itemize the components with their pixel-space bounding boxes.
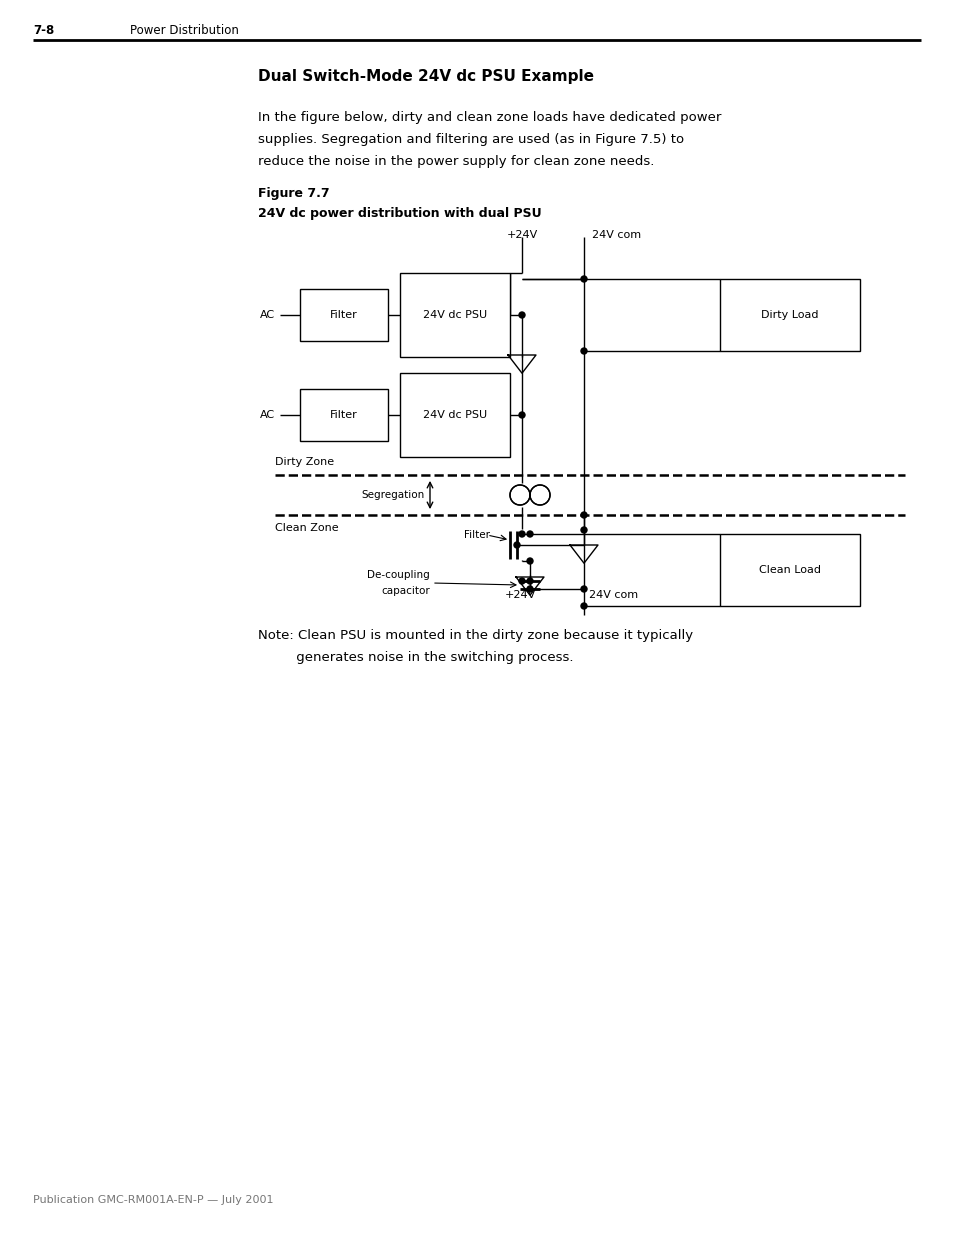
Text: 24V dc PSU: 24V dc PSU [422, 410, 487, 420]
Circle shape [580, 603, 586, 609]
Text: Clean Load: Clean Load [759, 564, 821, 576]
Circle shape [518, 531, 524, 537]
Circle shape [580, 348, 586, 354]
Text: reduce the noise in the power supply for clean zone needs.: reduce the noise in the power supply for… [257, 154, 654, 168]
Circle shape [580, 275, 586, 282]
Text: Dual Switch-Mode 24V dc PSU Example: Dual Switch-Mode 24V dc PSU Example [257, 69, 594, 84]
Text: Power Distribution: Power Distribution [130, 23, 238, 37]
Text: supplies. Segregation and filtering are used (as in Figure 7.5) to: supplies. Segregation and filtering are … [257, 132, 683, 146]
Circle shape [526, 531, 533, 537]
Text: Figure 7.7: Figure 7.7 [257, 186, 330, 200]
Text: Dirty Zone: Dirty Zone [274, 457, 334, 467]
Circle shape [518, 412, 524, 417]
Circle shape [526, 578, 533, 584]
Bar [720, 534, 859, 606]
Text: 24V com: 24V com [592, 230, 640, 240]
Bar [399, 273, 510, 357]
Text: De-coupling: De-coupling [367, 571, 430, 580]
Text: Filter: Filter [463, 530, 490, 540]
Text: Filter: Filter [330, 310, 357, 320]
Text: generates noise in the switching process.: generates noise in the switching process… [257, 651, 573, 663]
Text: Publication GMC-RM001A-EN-P — July 2001: Publication GMC-RM001A-EN-P — July 2001 [33, 1195, 274, 1205]
Circle shape [526, 558, 533, 564]
Circle shape [580, 513, 586, 517]
Text: capacitor: capacitor [381, 585, 430, 597]
Circle shape [518, 578, 524, 584]
Bar [399, 373, 510, 457]
Bar [720, 279, 859, 351]
Text: Clean Zone: Clean Zone [274, 522, 338, 534]
Circle shape [580, 585, 586, 592]
Text: +24V: +24V [504, 590, 535, 600]
Circle shape [526, 585, 533, 592]
Text: Note: Clean PSU is mounted in the dirty zone because it typically: Note: Clean PSU is mounted in the dirty … [257, 629, 693, 641]
Text: Dirty Load: Dirty Load [760, 310, 818, 320]
Bar [299, 289, 388, 341]
Text: 24V com: 24V com [588, 590, 638, 600]
Circle shape [580, 527, 586, 534]
Text: Segregation: Segregation [361, 490, 424, 500]
Bar [299, 389, 388, 441]
Text: +24V: +24V [506, 230, 537, 240]
Text: 24V dc power distribution with dual PSU: 24V dc power distribution with dual PSU [257, 206, 541, 220]
Text: In the figure below, dirty and clean zone loads have dedicated power: In the figure below, dirty and clean zon… [257, 110, 720, 124]
Circle shape [518, 312, 524, 317]
Text: AC: AC [259, 310, 274, 320]
Circle shape [530, 485, 549, 505]
Text: Filter: Filter [330, 410, 357, 420]
Circle shape [510, 485, 529, 505]
Text: AC: AC [259, 410, 274, 420]
Text: 7-8: 7-8 [33, 23, 54, 37]
Circle shape [514, 542, 519, 548]
Text: 24V dc PSU: 24V dc PSU [422, 310, 487, 320]
